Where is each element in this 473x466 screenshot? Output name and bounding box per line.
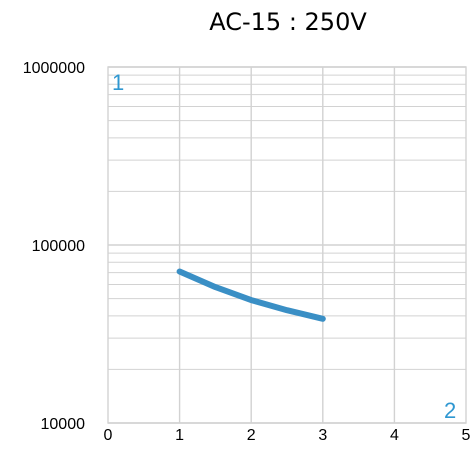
y-tick-label-2: 1000000 bbox=[23, 60, 85, 77]
axis-label-layer: 10000 100000 1000000 0 1 2 3 4 5 bbox=[23, 60, 471, 444]
y-tick-label-0: 10000 bbox=[41, 416, 86, 433]
series-layer bbox=[176, 268, 326, 322]
x-tick-label-5: 5 bbox=[462, 427, 471, 444]
corner-label-top-left: 1 bbox=[112, 70, 124, 95]
x-tick-label-2: 2 bbox=[247, 427, 256, 444]
chart-title: AC-15 : 250V bbox=[209, 8, 367, 36]
x-tick-label-4: 4 bbox=[390, 427, 399, 444]
series-line-0 bbox=[176, 268, 326, 322]
corner-label-bottom-right: 2 bbox=[444, 398, 456, 423]
x-tick-label-3: 3 bbox=[318, 427, 327, 444]
x-tick-label-1: 1 bbox=[175, 427, 184, 444]
y-tick-label-1: 100000 bbox=[32, 238, 85, 255]
x-tick-label-0: 0 bbox=[104, 427, 113, 444]
grid-layer bbox=[107, 66, 467, 424]
plot-frame bbox=[107, 66, 467, 424]
